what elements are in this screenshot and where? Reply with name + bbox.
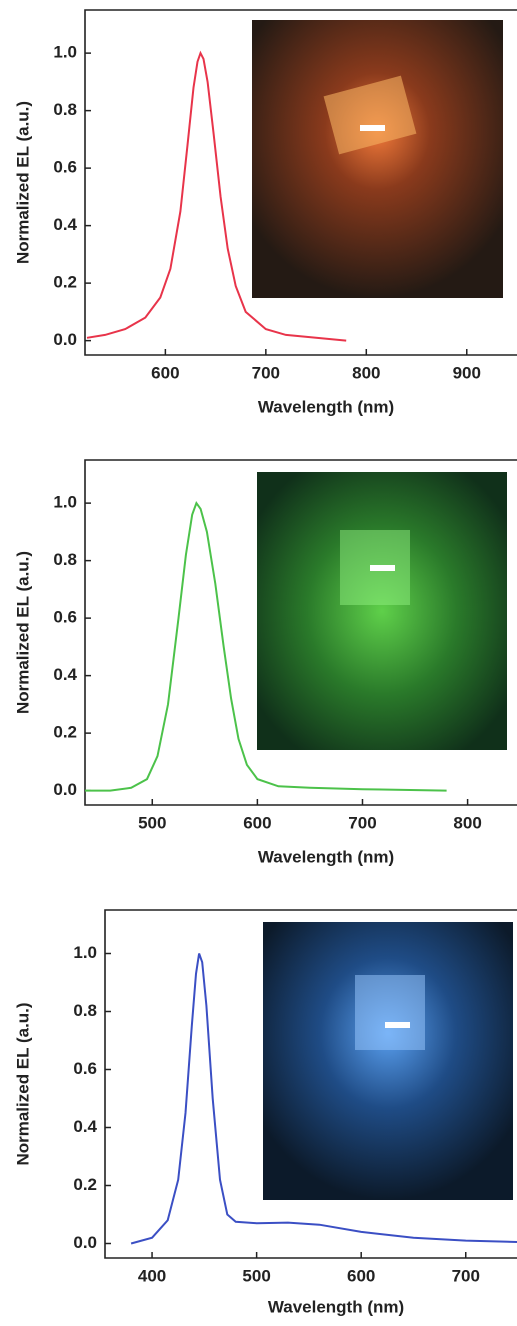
x-tick-label: 600 xyxy=(347,1266,375,1285)
y-tick-label: 1.0 xyxy=(73,943,97,962)
x-tick-label: 600 xyxy=(243,813,271,832)
y-tick-label: 0.4 xyxy=(73,1117,97,1136)
x-axis-label: Wavelength (nm) xyxy=(258,397,394,416)
axis-frame xyxy=(84,459,517,806)
x-axis-label: Wavelength (nm) xyxy=(268,1297,404,1316)
y-tick-label: 0.2 xyxy=(73,1175,97,1194)
x-tick-label: 800 xyxy=(453,813,481,832)
y-tick-label: 0.0 xyxy=(53,330,77,349)
x-tick-label: 400 xyxy=(138,1266,166,1285)
x-tick-label: 700 xyxy=(348,813,376,832)
inset-photo xyxy=(252,20,503,298)
y-tick-label: 0.0 xyxy=(73,1233,97,1252)
y-tick-label: 1.0 xyxy=(53,493,77,512)
y-tick-label: 0.6 xyxy=(53,158,77,177)
x-axis-label: Wavelength (nm) xyxy=(258,847,394,866)
x-tick-label: 500 xyxy=(242,1266,270,1285)
x-tick-label: 500 xyxy=(138,813,166,832)
x-tick-label: 900 xyxy=(453,363,481,382)
x-tick-label: 700 xyxy=(452,1266,480,1285)
y-axis-label: Normalized EL (a.u.) xyxy=(13,101,32,264)
y-axis-label: Normalized EL (a.u.) xyxy=(13,551,32,714)
y-tick-label: 0.0 xyxy=(53,780,77,799)
axis-frame xyxy=(84,9,517,356)
y-tick-label: 0.8 xyxy=(53,100,77,119)
y-tick-label: 0.2 xyxy=(53,273,77,292)
y-tick-label: 0.4 xyxy=(53,215,77,234)
inset-photo xyxy=(263,922,513,1200)
y-tick-label: 0.6 xyxy=(73,1059,97,1078)
data-line xyxy=(86,50,347,342)
data-line xyxy=(85,500,447,792)
axis-frame xyxy=(104,909,517,1259)
y-tick-label: 0.8 xyxy=(73,1001,97,1020)
y-tick-label: 1.0 xyxy=(53,43,77,62)
y-axis-label: Normalized EL (a.u.) xyxy=(13,1002,32,1165)
y-tick-label: 0.2 xyxy=(53,723,77,742)
inset-photo xyxy=(257,472,507,750)
x-tick-label: 800 xyxy=(352,363,380,382)
y-tick-label: 0.4 xyxy=(53,665,77,684)
x-tick-label: 600 xyxy=(151,363,179,382)
y-tick-label: 0.6 xyxy=(53,608,77,627)
x-tick-label: 700 xyxy=(252,363,280,382)
data-line xyxy=(130,953,517,1245)
y-tick-label: 0.8 xyxy=(53,550,77,569)
